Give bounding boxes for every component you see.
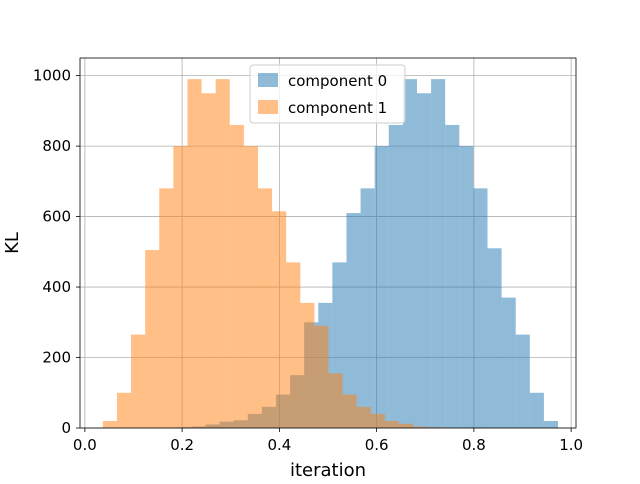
y-tick-label-4: 800 xyxy=(42,137,71,155)
bar-component-0-bin-20 xyxy=(459,146,473,428)
bar-component-1-bin-4 xyxy=(159,188,173,428)
legend-label-component-1: component 1 xyxy=(288,99,387,117)
x-tick-label-1: 0.2 xyxy=(170,436,194,454)
x-axis-label: iteration xyxy=(290,460,366,480)
bar-component-1-bin-2 xyxy=(131,335,145,428)
bar-component-1-bin-14 xyxy=(300,303,314,428)
bar-component-0-bin-22 xyxy=(487,248,501,428)
bar-component-0-bin-19 xyxy=(445,125,459,428)
x-tick-label-4: 0.8 xyxy=(462,436,486,454)
x-tick-label-5: 1.0 xyxy=(559,436,583,454)
bar-component-1-bin-0 xyxy=(103,421,117,428)
bar-component-1-bin-5 xyxy=(173,146,187,428)
bar-component-1-bin-3 xyxy=(145,250,159,428)
bar-component-0-bin-14 xyxy=(375,146,389,428)
bar-component-1-bin-11 xyxy=(258,188,272,428)
bar-component-1-bin-13 xyxy=(286,262,300,428)
bar-component-0-bin-16 xyxy=(403,79,417,428)
y-axis-label: KL xyxy=(2,232,23,254)
y-tick-label-5: 1000 xyxy=(33,67,71,85)
bar-component-1-bin-1 xyxy=(117,393,131,428)
bar-component-0-bin-13 xyxy=(361,188,375,428)
bar-component-0-bin-18 xyxy=(431,79,445,428)
y-tick-label-3: 600 xyxy=(42,208,71,226)
bar-component-1-bin-15 xyxy=(314,326,328,428)
bar-component-0-bin-15 xyxy=(389,125,403,428)
bar-component-0-bin-23 xyxy=(502,298,516,428)
bar-component-1-bin-21 xyxy=(399,424,413,428)
y-tick-label-1: 200 xyxy=(42,349,71,367)
bar-component-0-bin-24 xyxy=(516,335,530,428)
bar-component-1-bin-9 xyxy=(230,125,244,428)
bar-component-1-bin-8 xyxy=(216,79,230,428)
bar-component-1-bin-6 xyxy=(187,79,201,428)
x-tick-label-3: 0.6 xyxy=(365,436,389,454)
y-tick-label-2: 400 xyxy=(42,278,71,296)
bar-component-1-bin-10 xyxy=(244,146,258,428)
x-tick-label-0: 0.0 xyxy=(73,436,97,454)
legend: component 0 component 1 xyxy=(250,65,405,123)
bar-component-1-bin-19 xyxy=(371,414,385,428)
y-tick-label-0: 0 xyxy=(61,419,71,437)
bar-component-1-bin-12 xyxy=(272,211,286,428)
bar-component-0-bin-17 xyxy=(417,93,431,428)
bar-component-1-bin-18 xyxy=(357,407,371,428)
bar-component-1-bin-16 xyxy=(328,373,342,428)
legend-label-component-0: component 0 xyxy=(288,72,387,90)
x-tick-label-2: 0.4 xyxy=(267,436,291,454)
legend-swatch-component-0 xyxy=(258,73,278,87)
bar-component-0-bin-25 xyxy=(530,393,544,428)
legend-swatch-component-1 xyxy=(258,100,278,114)
bar-component-0-bin-26 xyxy=(544,421,558,428)
bar-component-1-bin-17 xyxy=(343,395,357,428)
bar-component-0-bin-21 xyxy=(473,188,487,428)
bar-component-1-bin-20 xyxy=(385,421,399,428)
bar-component-1-bin-7 xyxy=(202,93,216,428)
